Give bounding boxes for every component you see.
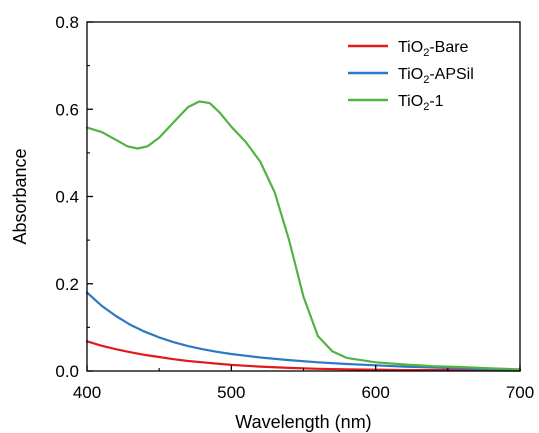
y-axis-label: Absorbance — [10, 148, 30, 244]
y-tick-label: 0.8 — [55, 13, 79, 32]
series-line-3 — [85, 100, 522, 371]
axis-ticks: 400 500 600 700 0.0 0.2 0.4 0.6 0.8 — [55, 13, 534, 402]
x-tick-label: 600 — [361, 383, 389, 402]
legend-label-1: TiO2-Bare — [398, 39, 469, 59]
y-tick-label: 0.2 — [55, 275, 79, 294]
y-tick-label: 0.0 — [55, 362, 79, 381]
y-tick-label: 0.6 — [55, 100, 79, 119]
y-tick-label: 0.4 — [55, 188, 79, 207]
plot-lines — [85, 100, 522, 372]
legend-label-3: TiO2-1 — [398, 93, 444, 113]
x-axis-label: Wavelength (nm) — [235, 412, 371, 432]
x-tick-label: 500 — [217, 383, 245, 402]
x-tick-label: 400 — [73, 383, 101, 402]
legend-label-2: TiO2-APSil — [398, 66, 474, 86]
x-tick-label: 700 — [506, 383, 534, 402]
legend: TiO2-Bare TiO2-APSil TiO2-1 — [348, 39, 474, 113]
series-line-2 — [85, 291, 522, 371]
